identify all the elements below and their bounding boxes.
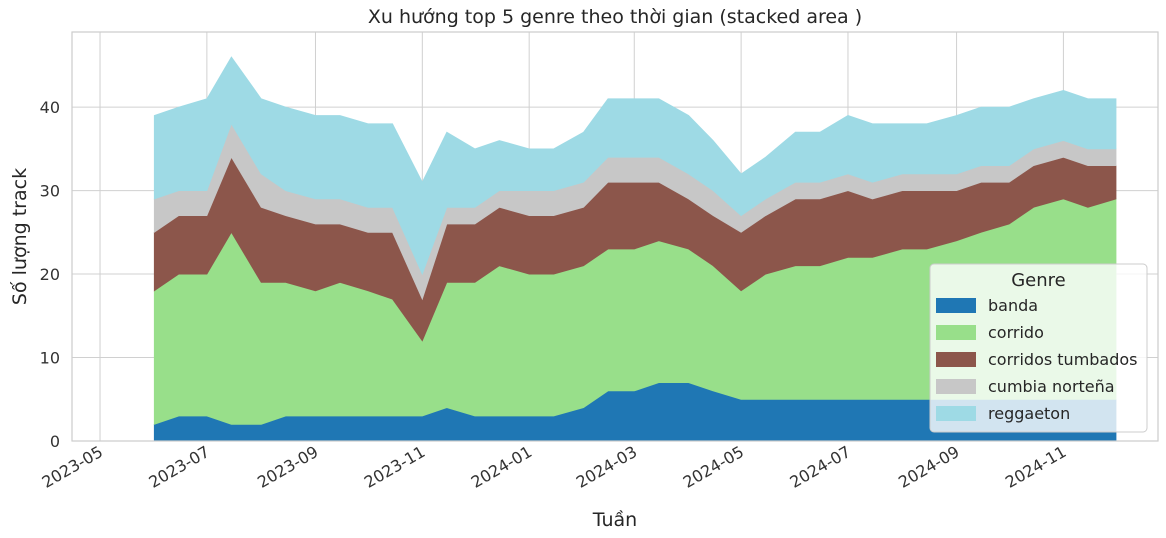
x-tick-label-0: 2023-05 (39, 442, 106, 492)
legend-swatch-corrido (936, 325, 976, 340)
legend-label-cumbia-norteña: cumbia norteña (988, 377, 1115, 396)
y-axis-label: Số lượng track (9, 168, 31, 305)
legend-swatch-cumbia-norteña (936, 379, 976, 394)
y-tick-label-1: 10 (40, 349, 60, 368)
x-tick-label-2: 2023-09 (254, 442, 321, 492)
y-tick-label-0: 0 (50, 432, 60, 451)
area-layers (153, 56, 1117, 442)
plot-frame (71, 31, 1159, 442)
x-tick-label-6: 2024-05 (680, 442, 747, 492)
legend-swatch-banda (936, 298, 976, 313)
legend: Genre banda corrido corridos tumbados cumbia… (929, 263, 1148, 433)
x-tick-label-3: 2023-11 (361, 442, 428, 492)
legend-swatch-corridos-tumbados (936, 352, 976, 367)
legend-title: Genre (1011, 270, 1066, 291)
legend-label-corridos-tumbados: corridos tumbados (988, 350, 1138, 369)
x-axis-label: Tuần (592, 509, 637, 531)
legend-swatch-reggaeton (936, 406, 976, 421)
legend-label-corrido: corrido (988, 323, 1044, 342)
y-tick-label-4: 40 (40, 98, 60, 117)
y-tick-label-2: 20 (40, 265, 60, 284)
x-tick-label-8: 2024-09 (895, 442, 962, 492)
legend-label-banda: banda (988, 296, 1038, 315)
x-tick-label-9: 2024-11 (1002, 442, 1069, 492)
chart-title: Xu hướng top 5 genre theo thời gian (sta… (368, 6, 862, 28)
x-tick-label-1: 2023-07 (145, 442, 212, 492)
x-tick-label-7: 2024-07 (787, 442, 854, 492)
area-reggaeton (153, 56, 1117, 276)
legend-box (929, 263, 1148, 433)
y-tick-label-3: 30 (40, 182, 60, 201)
x-tick-label-4: 2024-01 (468, 442, 535, 492)
x-tick-label-5: 2024-03 (573, 442, 640, 492)
legend-label-reggaeton: reggaeton (988, 404, 1070, 423)
